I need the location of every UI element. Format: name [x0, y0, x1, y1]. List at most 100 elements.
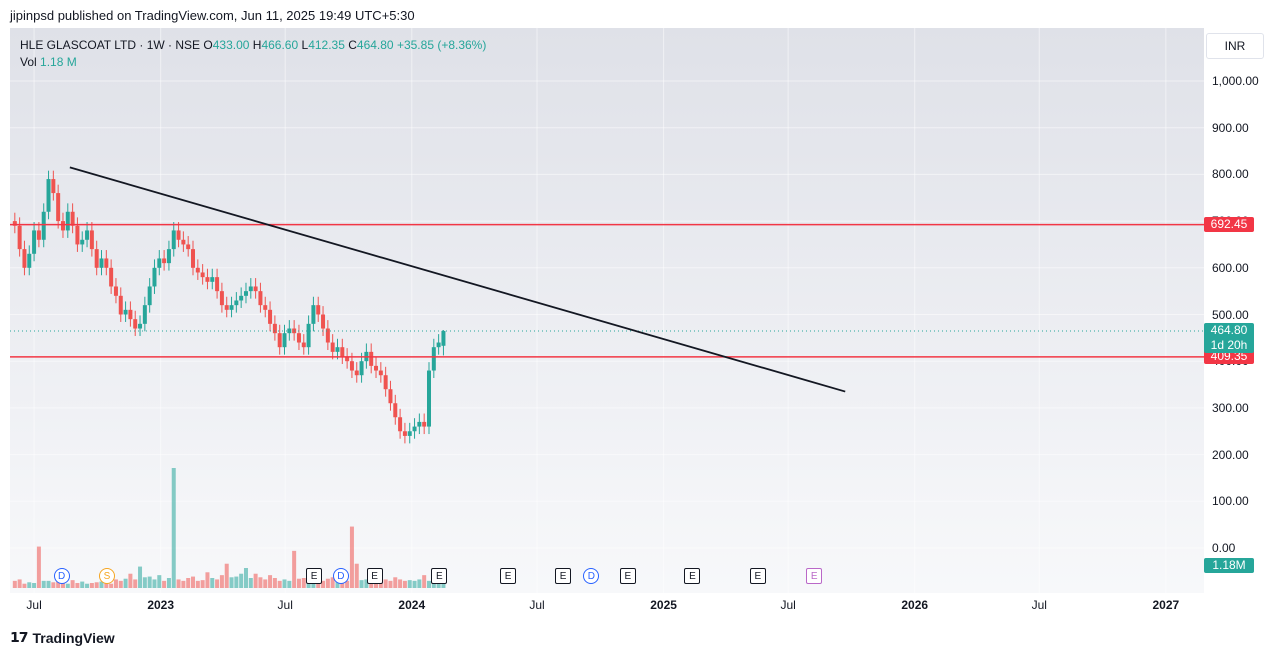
- time-scale[interactable]: [10, 593, 1204, 617]
- candle-body: [311, 305, 316, 324]
- volume-bar: [27, 582, 32, 588]
- volume-bar: [65, 583, 70, 588]
- volume-bar: [36, 546, 41, 588]
- event-dividend-icon[interactable]: D: [583, 568, 600, 584]
- event-earnings-icon[interactable]: E: [306, 568, 323, 584]
- volume-bar: [369, 580, 374, 588]
- volume-bar: [41, 580, 46, 588]
- volume-bar: [60, 583, 65, 588]
- candle-body: [359, 361, 364, 376]
- volume-bar: [345, 580, 350, 588]
- price-tick-label: 900.00: [1212, 120, 1249, 135]
- volume-bar: [354, 563, 359, 588]
- volume-bar: [239, 573, 244, 588]
- volume-bar: [118, 580, 123, 588]
- candle-body: [133, 319, 138, 329]
- volume-bar: [383, 579, 388, 588]
- candle-body: [306, 323, 311, 348]
- volume-bar: [277, 580, 282, 588]
- candle-body: [325, 328, 330, 343]
- chart-svg[interactable]: [10, 28, 1204, 593]
- time-tick-label: 2026: [901, 598, 929, 612]
- volume-bar: [301, 578, 306, 588]
- candle-body: [65, 211, 70, 231]
- volume-label: Vol: [20, 55, 37, 69]
- volume-bar: [75, 583, 80, 588]
- event-earnings-icon[interactable]: E: [555, 568, 572, 584]
- event-earnings-icon[interactable]: E: [431, 568, 448, 584]
- event-earnings-icon[interactable]: E: [366, 568, 383, 584]
- candle-body: [157, 258, 162, 268]
- price-tick-label: 300.00: [1212, 400, 1249, 415]
- volume-bar: [128, 573, 133, 588]
- candle-body: [234, 300, 239, 306]
- chart-legend: HLE GLASCOAT LTD · 1W · NSE O433.00 H466…: [20, 37, 486, 71]
- volume-bar: [359, 580, 364, 588]
- chart-pane[interactable]: [10, 28, 1204, 593]
- candle-body: [195, 267, 200, 273]
- candle-body: [118, 295, 123, 315]
- candle-body: [56, 193, 61, 222]
- trendline: [69, 166, 846, 393]
- event-earnings-icon[interactable]: E: [684, 568, 701, 584]
- candle-body: [41, 211, 46, 240]
- event-split-icon[interactable]: S: [99, 568, 115, 584]
- time-tick-label: 2027: [1152, 598, 1180, 612]
- event-earnings-upcoming-icon[interactable]: E: [806, 568, 823, 584]
- event-earnings-icon[interactable]: E: [749, 568, 766, 584]
- candle-body: [388, 389, 393, 404]
- candle-body: [239, 295, 244, 301]
- candle-body: [258, 291, 263, 306]
- volume-bar: [12, 580, 17, 588]
- time-tick-label: 2025: [650, 598, 677, 612]
- price-tick-label: 800.00: [1212, 167, 1249, 182]
- candle-body: [407, 431, 412, 436]
- price-scale[interactable]: [1204, 28, 1270, 593]
- candle-body: [296, 333, 301, 343]
- candle-body: [340, 347, 345, 357]
- candle-body: [104, 258, 109, 268]
- candle-body: [142, 305, 147, 324]
- volume-bar: [46, 580, 51, 588]
- candle-body: [85, 230, 90, 240]
- volume-bar: [306, 580, 311, 588]
- candle-body: [422, 421, 427, 427]
- price-tick-label: 100.00: [1212, 494, 1249, 509]
- candle-body: [224, 305, 229, 310]
- candle-body: [89, 230, 94, 250]
- candle-body: [99, 258, 104, 268]
- symbol-title[interactable]: HLE GLASCOAT LTD · 1W · NSE: [20, 38, 201, 52]
- volume-bar: [388, 580, 393, 588]
- candle-body: [46, 179, 51, 212]
- price-tick-label: 0.00: [1212, 541, 1236, 555]
- footer-brand[interactable]: 𝟭𝟳 TradingView: [10, 629, 115, 646]
- candle-body: [191, 249, 196, 268]
- candle-body: [80, 239, 85, 245]
- event-dividend-icon[interactable]: D: [53, 568, 70, 584]
- volume-bar: [402, 580, 407, 588]
- volume-bar: [272, 578, 277, 588]
- last-price-tag: 464.80 1d 20h: [1204, 322, 1254, 353]
- currency-button[interactable]: INR: [1206, 33, 1264, 59]
- time-tick-label: 2024: [398, 598, 426, 612]
- candle-body: [412, 426, 417, 432]
- volume-bar: [224, 563, 229, 588]
- volume-bar: [287, 580, 292, 588]
- volume-bar: [325, 578, 330, 588]
- candle-body: [369, 351, 374, 366]
- time-tick-label: Jul: [277, 598, 293, 612]
- volume-bar: [138, 566, 143, 588]
- event-dividend-icon[interactable]: D: [332, 568, 349, 584]
- volume-bar: [210, 578, 215, 588]
- candle-body: [27, 253, 32, 268]
- event-earnings-icon[interactable]: E: [619, 568, 636, 584]
- volume-bar: [85, 583, 90, 588]
- volume-bar: [113, 579, 118, 588]
- candle-body: [176, 230, 181, 240]
- candle-body: [402, 431, 407, 436]
- volume-bar: [441, 580, 446, 588]
- volume-bar: [171, 468, 176, 588]
- candle-body: [152, 267, 157, 287]
- volume-bar: [200, 580, 205, 588]
- event-earnings-icon[interactable]: E: [500, 568, 517, 584]
